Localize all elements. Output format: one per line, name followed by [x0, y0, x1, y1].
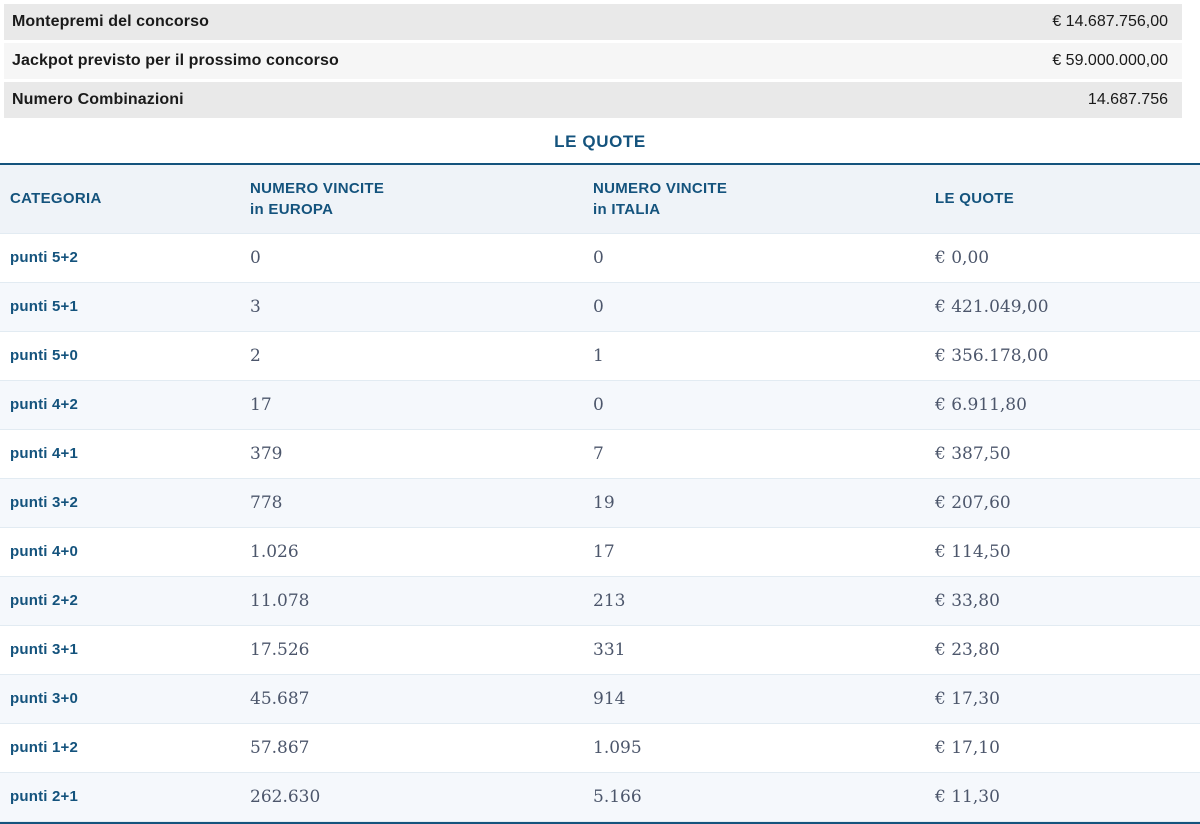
cell-quota: € 114,50 — [925, 527, 1200, 577]
cell-categoria: punti 1+2 — [0, 723, 240, 773]
column-header-sublabel: in ITALIA — [593, 200, 661, 218]
contest-summary: Montepremi del concorso € 14.687.756,00 … — [4, 0, 1182, 118]
header-row: CATEGORIA NUMERO VINCITE in EUROPA NUMER… — [0, 165, 1200, 234]
column-header: LE QUOTE — [925, 165, 1200, 234]
summary-row-value: € 59.000.000,00 — [1052, 52, 1168, 69]
cell-quota: € 33,80 — [925, 576, 1200, 626]
cell-vincite-italia: 17 — [583, 527, 925, 577]
summary-row-label: Numero Combinazioni — [12, 91, 184, 108]
cell-vincite-italia: 331 — [583, 625, 925, 675]
cell-categoria: punti 2+1 — [0, 772, 240, 822]
quotes-table: CATEGORIA NUMERO VINCITE in EUROPA NUMER… — [0, 165, 1200, 822]
cell-vincite-italia: 7 — [583, 429, 925, 479]
cell-vincite-italia: 5.166 — [583, 772, 925, 822]
table-row: punti 3+0 45.687 914 € 17,30 — [0, 674, 1200, 724]
cell-categoria: punti 5+2 — [0, 233, 240, 283]
cell-vincite-italia: 0 — [583, 380, 925, 430]
cell-vincite-italia: 914 — [583, 674, 925, 724]
summary-row: Jackpot previsto per il prossimo concors… — [4, 43, 1182, 79]
cell-quota: € 17,10 — [925, 723, 1200, 773]
column-header-label: NUMERO VINCITE — [250, 179, 385, 197]
table-row: punti 3+2 778 19 € 207,60 — [0, 478, 1200, 528]
cell-vincite-europa: 17 — [240, 380, 583, 430]
summary-rows: Montepremi del concorso € 14.687.756,00 … — [4, 4, 1182, 118]
column-header-label: NUMERO VINCITE — [593, 179, 728, 197]
cell-categoria: punti 5+1 — [0, 282, 240, 332]
cell-vincite-italia: 0 — [583, 282, 925, 332]
cell-categoria: punti 3+1 — [0, 625, 240, 675]
column-header: CATEGORIA — [0, 165, 240, 234]
cell-vincite-europa: 778 — [240, 478, 583, 528]
cell-quota: € 11,30 — [925, 772, 1200, 822]
column-header: NUMERO VINCITE in EUROPA — [240, 165, 583, 234]
cell-vincite-europa: 17.526 — [240, 625, 583, 675]
summary-row-label: Montepremi del concorso — [12, 13, 209, 30]
quotes-table-header: CATEGORIA NUMERO VINCITE in EUROPA NUMER… — [0, 165, 1200, 234]
summary-row: Montepremi del concorso € 14.687.756,00 — [4, 4, 1182, 40]
table-row: punti 4+1 379 7 € 387,50 — [0, 429, 1200, 479]
cell-vincite-europa: 3 — [240, 282, 583, 332]
table-row: punti 4+0 1.026 17 € 114,50 — [0, 527, 1200, 577]
cell-vincite-europa: 1.026 — [240, 527, 583, 577]
cell-vincite-europa: 262.630 — [240, 772, 583, 822]
cell-quota: € 387,50 — [925, 429, 1200, 479]
cell-quota: € 207,60 — [925, 478, 1200, 528]
cell-quota: € 0,00 — [925, 233, 1200, 283]
heading-divider — [0, 163, 1200, 165]
cell-categoria: punti 2+2 — [0, 576, 240, 626]
bottom-divider — [0, 821, 1200, 824]
quotes-table-body: punti 5+2 0 0 € 0,00 punti 5+1 3 0 € 421… — [0, 233, 1200, 822]
column-header-sublabel: in EUROPA — [250, 200, 334, 218]
table-row: punti 2+2 11.078 213 € 33,80 — [0, 576, 1200, 626]
column-header-label: LE QUOTE — [935, 190, 1015, 208]
table-row: punti 5+1 3 0 € 421.049,00 — [0, 282, 1200, 332]
cell-quota: € 6.911,80 — [925, 380, 1200, 430]
cell-vincite-europa: 0 — [240, 233, 583, 283]
summary-row-label: Jackpot previsto per il prossimo concors… — [12, 52, 339, 69]
cell-vincite-italia: 1.095 — [583, 723, 925, 773]
table-row: punti 5+2 0 0 € 0,00 — [0, 233, 1200, 283]
cell-categoria: punti 3+0 — [0, 674, 240, 724]
cell-vincite-europa: 45.687 — [240, 674, 583, 724]
cell-quota: € 356.178,00 — [925, 331, 1200, 381]
column-header: NUMERO VINCITE in ITALIA — [583, 165, 925, 234]
cell-categoria: punti 4+1 — [0, 429, 240, 479]
cell-vincite-europa: 57.867 — [240, 723, 583, 773]
summary-row-value: 14.687.756 — [1087, 91, 1168, 108]
cell-categoria: punti 4+2 — [0, 380, 240, 430]
cell-vincite-europa: 379 — [240, 429, 583, 479]
cell-categoria: punti 5+0 — [0, 331, 240, 381]
cell-quota: € 421.049,00 — [925, 282, 1200, 332]
cell-categoria: punti 3+2 — [0, 478, 240, 528]
table-row: punti 2+1 262.630 5.166 € 11,30 — [0, 772, 1200, 822]
column-header-label: CATEGORIA — [10, 190, 102, 208]
cell-quota: € 17,30 — [925, 674, 1200, 724]
cell-vincite-europa: 2 — [240, 331, 583, 381]
cell-quota: € 23,80 — [925, 625, 1200, 675]
summary-row-value: € 14.687.756,00 — [1052, 13, 1168, 30]
cell-categoria: punti 4+0 — [0, 527, 240, 577]
table-row: punti 1+2 57.867 1.095 € 17,10 — [0, 723, 1200, 773]
section-title: LE QUOTE — [554, 132, 646, 151]
table-row: punti 4+2 17 0 € 6.911,80 — [0, 380, 1200, 430]
table-row: punti 5+0 2 1 € 356.178,00 — [0, 331, 1200, 381]
cell-vincite-italia: 1 — [583, 331, 925, 381]
cell-vincite-italia: 0 — [583, 233, 925, 283]
cell-vincite-italia: 19 — [583, 478, 925, 528]
cell-vincite-italia: 213 — [583, 576, 925, 626]
table-row: punti 3+1 17.526 331 € 23,80 — [0, 625, 1200, 675]
summary-row: Numero Combinazioni 14.687.756 — [4, 82, 1182, 118]
cell-vincite-europa: 11.078 — [240, 576, 583, 626]
